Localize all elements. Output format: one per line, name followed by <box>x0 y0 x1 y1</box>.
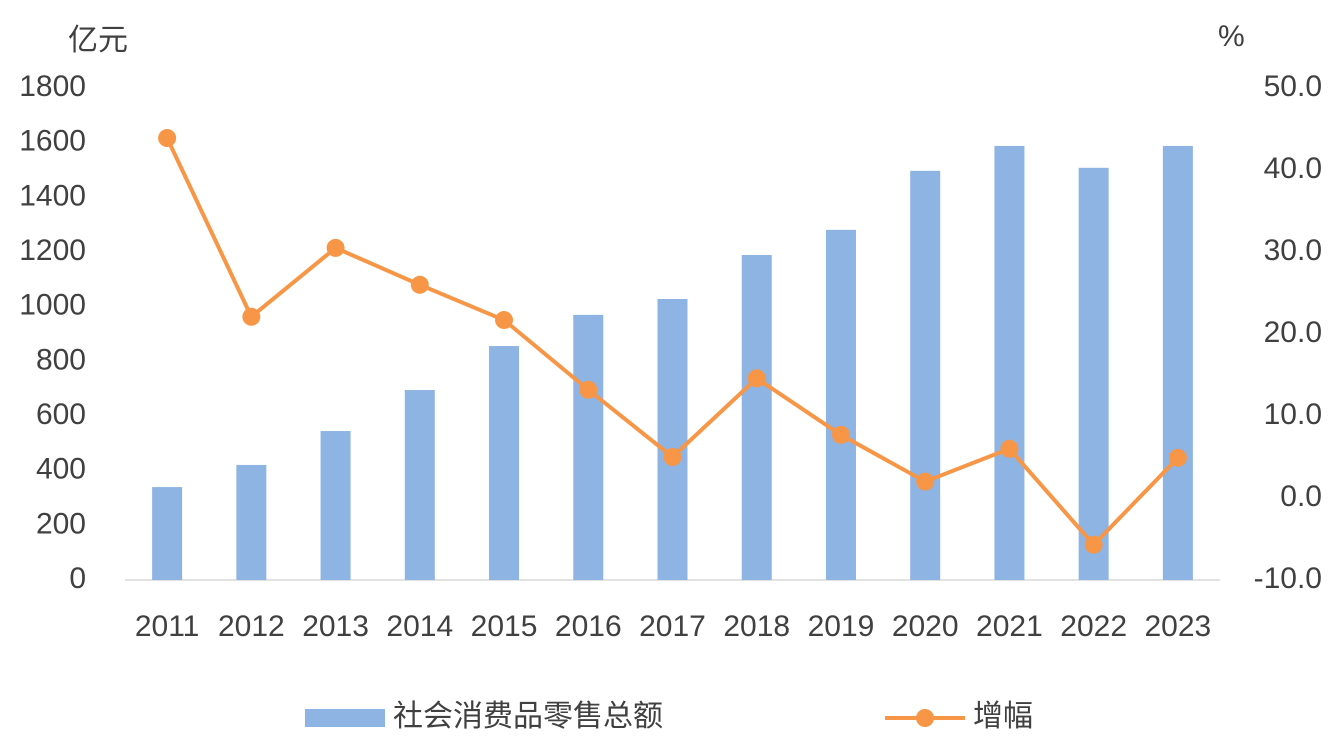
bar <box>994 145 1025 581</box>
bar <box>1162 145 1193 581</box>
bar <box>152 487 183 580</box>
bar <box>320 431 351 580</box>
y-tick-label: 0 <box>69 562 86 595</box>
y2-tick-label: 40.0 <box>1264 152 1322 185</box>
y2-tick-label: -10.0 <box>1254 562 1322 595</box>
y2-axis-label: % <box>1218 20 1245 53</box>
x-tick-label: 2019 <box>808 610 875 643</box>
y-axis-label: 亿元 <box>68 24 128 57</box>
x-tick-label: 2021 <box>976 610 1043 643</box>
x-tick-label: 2023 <box>1145 610 1212 643</box>
x-tick-label: 2013 <box>302 610 369 643</box>
y-tick-label: 1800 <box>19 70 86 103</box>
bar <box>573 314 604 580</box>
y2-tick-label: 20.0 <box>1264 316 1322 349</box>
bar <box>404 390 435 580</box>
x-tick-label: 2020 <box>892 610 959 643</box>
bar <box>910 170 941 580</box>
y2-tick-label: 50.0 <box>1264 70 1322 103</box>
y-tick-label: 1400 <box>19 179 86 212</box>
y-tick-label: 800 <box>36 343 86 376</box>
y2-tick-label: 0.0 <box>1280 480 1322 513</box>
y-tick-label: 1200 <box>19 234 86 267</box>
x-tick-label: 2022 <box>1060 610 1127 643</box>
y-tick-label: 200 <box>36 507 86 540</box>
line-marker <box>831 425 850 444</box>
line-marker <box>1084 535 1103 554</box>
legend-swatch <box>305 709 385 727</box>
y-tick-label: 1600 <box>19 125 86 158</box>
x-tick-label: 2015 <box>471 610 538 643</box>
x-tick-label: 2017 <box>639 610 706 643</box>
bar <box>741 255 772 581</box>
bar <box>1078 167 1109 580</box>
line-marker <box>916 472 935 491</box>
line-marker <box>1168 448 1187 467</box>
x-tick-label: 2018 <box>723 610 790 643</box>
bar <box>489 346 520 580</box>
y-tick-label: 1000 <box>19 289 86 322</box>
line-marker <box>158 129 177 148</box>
y2-tick-label: 30.0 <box>1264 234 1322 267</box>
line-marker <box>1000 439 1019 458</box>
legend-label: 增幅 <box>973 700 1033 733</box>
line-marker <box>326 238 345 257</box>
legend-label: 社会消费品零售总额 <box>393 700 663 733</box>
line-marker <box>579 380 598 399</box>
y-tick-label: 600 <box>36 398 86 431</box>
bar <box>236 464 267 580</box>
bar <box>825 229 856 581</box>
line-marker <box>410 275 429 294</box>
y-tick-label: 400 <box>36 453 86 486</box>
line-marker <box>495 311 514 330</box>
x-tick-label: 2012 <box>218 610 285 643</box>
line-marker <box>663 448 682 466</box>
bar <box>657 299 688 580</box>
x-tick-label: 2016 <box>555 610 622 643</box>
x-tick-label: 2011 <box>135 610 200 643</box>
y2-tick-label: 10.0 <box>1264 398 1322 431</box>
legend-marker <box>916 709 934 727</box>
line-marker <box>242 307 261 326</box>
line-marker <box>747 369 766 388</box>
x-tick-label: 2014 <box>386 610 453 643</box>
